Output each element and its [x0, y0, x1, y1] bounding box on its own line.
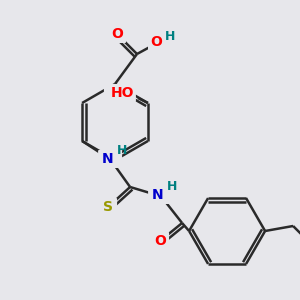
FancyBboxPatch shape	[148, 186, 172, 204]
Text: N: N	[151, 188, 163, 202]
Text: O: O	[111, 27, 123, 41]
FancyBboxPatch shape	[148, 33, 170, 51]
FancyBboxPatch shape	[104, 84, 136, 102]
FancyBboxPatch shape	[98, 150, 122, 168]
Text: O: O	[150, 35, 162, 49]
Text: H: H	[165, 31, 175, 44]
Text: H: H	[117, 145, 127, 158]
Text: S: S	[103, 200, 113, 214]
Text: O: O	[154, 234, 166, 248]
Text: HO: HO	[111, 86, 135, 100]
FancyBboxPatch shape	[151, 232, 169, 250]
FancyBboxPatch shape	[99, 198, 117, 216]
FancyBboxPatch shape	[108, 25, 126, 43]
Text: H: H	[167, 181, 177, 194]
Text: N: N	[101, 152, 113, 166]
